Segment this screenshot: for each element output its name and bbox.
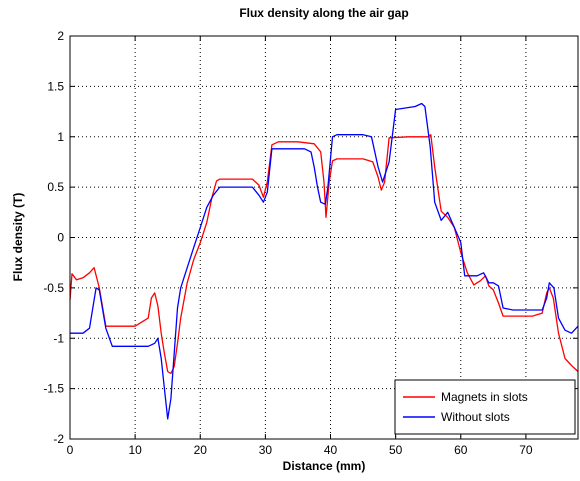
y-tick-label: 1.5 [47,79,64,93]
y-tick-label: -1 [53,331,64,345]
y-tick-label: -0.5 [43,281,64,295]
y-tick-label: -2 [53,432,64,446]
x-tick-label: 0 [67,443,74,457]
y-tick-label: -1.5 [43,382,64,396]
legend-entry: Magnets in slots [441,390,528,404]
x-tick-label: 40 [324,443,338,457]
x-axis-label: Distance (mm) [283,459,366,473]
legend-entry: Without slots [441,410,510,424]
x-tick-label: 20 [194,443,208,457]
x-tick-label: 60 [454,443,468,457]
series-line-magnets-in-slots [69,134,579,375]
x-tick-label: 70 [519,443,533,457]
series-layer [69,102,579,420]
y-axis-label: Flux density (T) [11,193,25,282]
x-tick-label: 10 [128,443,142,457]
legend: Magnets in slots Without slots [394,379,576,435]
axis-ticks: 0 10 20 30 40 50 60 70 -2 -1.5 -1 -0.5 0 0.5 1 1.5 2 [43,29,578,457]
y-tick-label: 1 [57,130,64,144]
legend-box [394,379,576,435]
series-line-without-slots [70,102,579,420]
y-tick-label: 0 [57,231,64,245]
chart-title: Flux density along the air gap [239,6,408,20]
x-tick-label: 30 [259,443,273,457]
y-tick-label: 2 [57,29,64,43]
grid-lines [70,36,578,439]
x-tick-label: 50 [389,443,403,457]
y-tick-label: 0.5 [47,180,64,194]
